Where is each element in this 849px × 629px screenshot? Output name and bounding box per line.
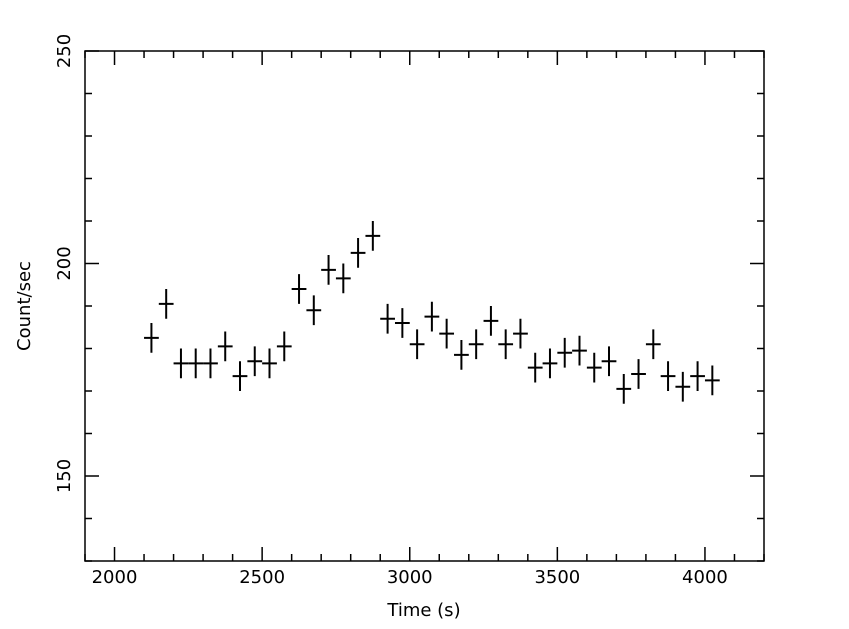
data-point [557,337,573,368]
data-point [631,359,646,389]
data-point [321,255,336,285]
data-point [645,329,661,360]
data-point [173,348,189,379]
data-point [468,329,484,360]
data-point [690,361,705,391]
data-point [439,318,455,349]
y-axis-label: Count/sec [14,261,35,351]
x-tick-labels: 2000 2500 3000 3500 4000 [92,567,728,588]
plot-frame [84,50,765,562]
data-point [247,346,263,377]
data-point [586,352,602,383]
data-point [203,348,218,379]
data-point [483,306,499,336]
y-tick-label: 250 [54,34,75,68]
data-point [542,348,558,379]
data-point [616,374,632,404]
data-point [158,289,174,319]
data-point [217,331,233,362]
data-point [498,329,514,360]
x-axis-label: Time (s) [386,600,460,621]
data-point [601,346,617,377]
data-point [306,295,322,326]
data-point [513,318,528,349]
data-point [188,348,204,379]
data-point [232,361,248,391]
data-point [660,361,676,391]
data-point [675,371,691,402]
x-tick-label: 2500 [239,567,285,588]
data-point [380,303,395,334]
data-point [262,348,277,379]
data-point [144,323,159,353]
y-tick-label: 200 [54,246,75,280]
x-tick-label: 2000 [92,567,138,588]
x-tick-label: 4000 [682,567,728,588]
data-point [409,329,425,360]
data-point [704,365,720,396]
x-tick-label: 3000 [387,567,433,588]
data-point [335,263,351,294]
data-point [394,308,410,338]
data-point [572,335,587,366]
data-point [527,352,543,383]
data-points [144,221,720,404]
data-point [365,221,381,251]
data-point [276,331,292,362]
axis-ticks [84,50,765,562]
y-tick-labels: 150 200 250 [54,34,75,493]
data-point [454,340,469,370]
data-point [424,301,440,332]
y-tick-label: 150 [54,459,75,493]
data-point [350,238,366,268]
data-point [291,274,307,304]
x-tick-label: 3500 [534,567,580,588]
